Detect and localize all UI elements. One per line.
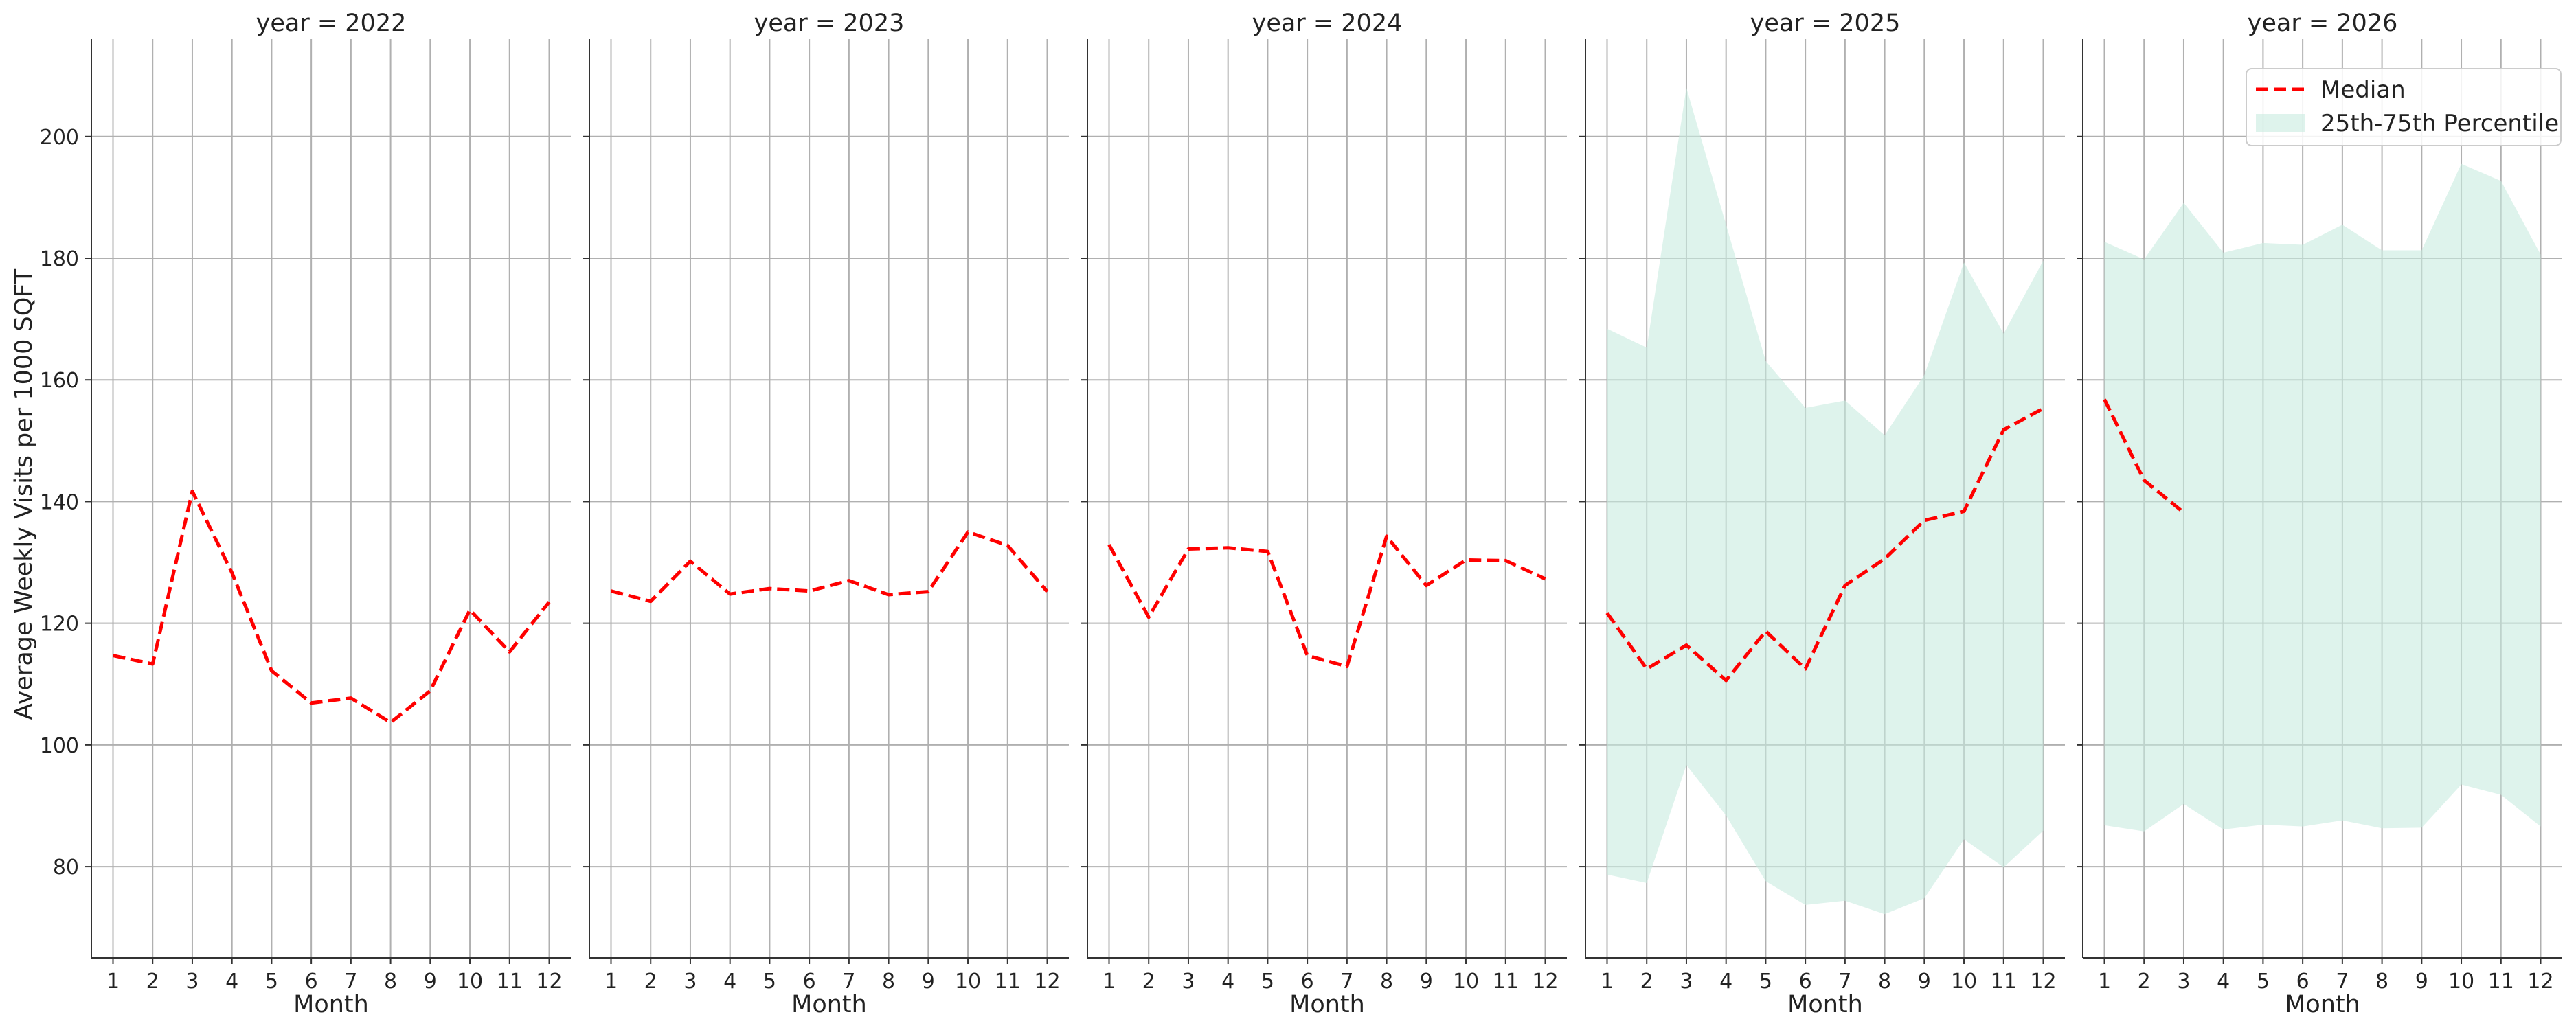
facet-panel-1: 1 2 3 4 5 6 7 8 9 10 11 1280100120140160180200year … [40,10,571,1018]
x-tick-label: 5 [1261,970,1274,994]
x-tick-label: 9 [2415,970,2428,994]
x-tick-label: 8 [1380,970,1393,994]
x-tick-label: 12 [2030,970,2056,994]
x-tick-label: 5 [1759,970,1772,994]
x-tick-label: 12 [1532,970,1558,994]
x-tick-label: 8 [2375,970,2388,994]
x-tick-label: 3 [1182,970,1195,994]
x-tick-label: 9 [922,970,935,994]
x-tick-label: 1 [106,970,120,994]
x-tick-label: 7 [2336,970,2349,994]
facets-layer: 1 2 3 4 5 6 7 8 9 10 11 1280100120140160180200year … [40,10,2562,1018]
y-tick-label: 120 [40,613,79,637]
x-tick-label: 7 [1340,970,1353,994]
x-tick-label: 3 [2177,970,2190,994]
x-axis-label: Month [1289,991,1365,1018]
x-tick-label: 6 [2296,970,2309,994]
percentile-band [1607,87,2044,915]
x-tick-label: 6 [1799,970,1812,994]
x-tick-label: 8 [882,970,895,994]
y-tick-label: 140 [40,490,79,514]
x-tick-label: 7 [842,970,855,994]
x-tick-label: 10 [955,970,981,994]
median-line [112,489,551,724]
x-tick-label: 1 [2098,970,2111,994]
legend: Median 25th-75th Percentile [2246,68,2562,146]
x-tick-label: 2 [146,970,159,994]
x-tick-label: 5 [2257,970,2270,994]
legend-band-label: 25th-75th Percentile [2320,110,2559,137]
x-tick-label: 2 [1142,970,1155,994]
x-tick-label: 2 [2138,970,2151,994]
median-line [1107,534,1546,669]
x-tick-label: 12 [1034,970,1060,994]
x-tick-label: 8 [384,970,397,994]
x-tick-label: 10 [1453,970,1479,994]
x-tick-label: 5 [763,970,776,994]
facet-title: year = 2022 [256,10,407,37]
x-tick-label: 7 [1838,970,1851,994]
x-tick-label: 2 [1640,970,1653,994]
x-tick-label: 11 [995,970,1021,994]
x-tick-label: 10 [2448,970,2474,994]
legend-band-swatch [2256,114,2305,132]
x-tick-label: 2 [644,970,657,994]
x-tick-label: 8 [1878,970,1891,994]
percentile-band [2104,163,2541,832]
x-tick-label: 10 [1951,970,1977,994]
x-tick-label: 11 [1493,970,1519,994]
y-tick-label: 200 [40,126,79,150]
x-tick-label: 4 [225,970,238,994]
x-tick-label: 9 [424,970,437,994]
legend-frame [2246,68,2562,146]
x-tick-label: 11 [497,970,523,994]
y-axis-label: Average Weekly Visits per 1000 SQFT [10,268,38,720]
x-tick-label: 3 [683,970,697,994]
x-tick-label: 12 [536,970,562,994]
x-axis-label: Month [293,991,369,1018]
x-tick-label: 11 [1991,970,2017,994]
facet-title: year = 2026 [2248,10,2398,37]
facet-title: year = 2024 [1252,10,1403,37]
x-tick-label: 9 [1420,970,1433,994]
x-axis-label: Month [1787,991,1863,1018]
x-tick-label: 12 [2527,970,2553,994]
x-tick-label: 1 [1103,970,1116,994]
y-tick-label: 180 [40,247,79,271]
x-tick-label: 7 [344,970,357,994]
facet-title: year = 2025 [1750,10,1901,37]
x-tick-label: 5 [265,970,278,994]
legend-median-label: Median [2320,76,2406,104]
x-axis-label: Month [791,991,867,1018]
y-tick-label: 80 [53,856,79,880]
x-axis-label: Month [2285,991,2360,1018]
median-line [610,530,1049,604]
x-tick-label: 3 [1680,970,1693,994]
median-line [1605,407,2044,683]
x-tick-label: 6 [803,970,816,994]
facet-title: year = 2023 [754,10,905,37]
x-tick-label: 3 [185,970,199,994]
x-tick-label: 6 [305,970,318,994]
y-tick-label: 100 [40,734,79,758]
x-tick-label: 10 [457,970,483,994]
x-tick-label: 1 [605,970,618,994]
x-tick-label: 4 [723,970,736,994]
x-tick-label: 11 [2488,970,2514,994]
x-tick-label: 4 [2217,970,2230,994]
x-tick-label: 4 [1221,970,1234,994]
x-tick-label: 4 [1719,970,1732,994]
y-tick-label: 160 [40,369,79,393]
x-tick-label: 1 [1601,970,1614,994]
median-line [2103,398,2185,514]
x-tick-label: 6 [1301,970,1314,994]
x-tick-label: 9 [1918,970,1931,994]
